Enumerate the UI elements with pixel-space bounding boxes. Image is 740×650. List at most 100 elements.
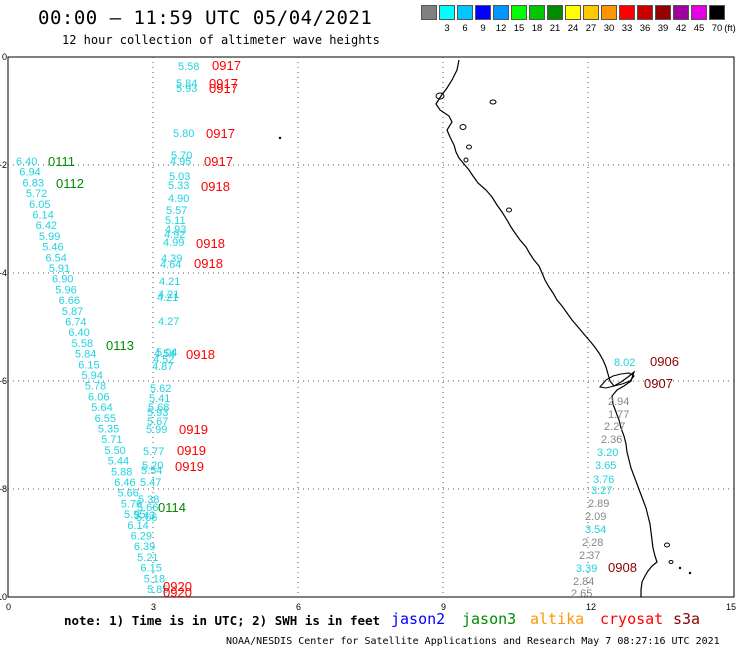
time-label: 0919 <box>179 422 208 437</box>
wave-value: 4.99 <box>163 237 184 249</box>
legend-swatch <box>565 5 581 20</box>
legend-label: 9 <box>480 23 486 34</box>
wave-value: 5.88 <box>111 466 132 478</box>
legend-label: 18 <box>531 23 543 34</box>
wave-value: 6.06 <box>88 391 109 403</box>
wave-value: 5.72 <box>26 188 47 200</box>
wave-value: 6.15 <box>140 563 161 575</box>
y-tick-label: -10 <box>0 592 7 602</box>
time-label: 0112 <box>56 176 84 191</box>
time-label: 0113 <box>106 338 134 353</box>
wave-value: 8.02 <box>614 357 635 369</box>
wave-value: 6.66 <box>59 295 80 307</box>
legend-label: 24 <box>567 23 579 34</box>
time-label: 0114 <box>158 500 186 515</box>
wave-value: 5.94 <box>81 370 102 382</box>
legend-swatch <box>655 5 671 20</box>
wave-value: 6.90 <box>52 274 73 286</box>
wave-value: 3.54 <box>585 524 606 536</box>
wave-value: 5.33 <box>168 180 189 192</box>
wave-value: 6.14 <box>32 210 53 222</box>
wave-value: 5.21 <box>137 552 158 564</box>
legend-swatch <box>475 5 491 20</box>
wave-value: 4.54 <box>154 348 175 360</box>
wave-value: 2.84 <box>573 576 594 588</box>
legend-swatch <box>511 5 527 20</box>
wave-value: 1.77 <box>608 409 629 421</box>
wave-value: 6.42 <box>36 220 57 232</box>
wave-value: 6.46 <box>114 477 135 489</box>
wave-value: 4.87 <box>152 361 173 373</box>
legend-label: 33 <box>621 23 633 34</box>
legend-label: 27 <box>585 23 597 34</box>
credit-line: NOAA/NESDIS Center for Satellite Applica… <box>226 636 720 647</box>
wave-value: 4.93 <box>165 224 186 236</box>
y-tick-label: -4 <box>0 268 7 278</box>
wave-value: 5.93 <box>176 83 197 95</box>
legend-swatch <box>709 5 725 20</box>
wave-value: 5.80 <box>173 128 194 140</box>
wave-value: 5.11 <box>165 215 186 227</box>
time-label: 0918 <box>196 236 225 251</box>
wave-value: 5.91 <box>49 263 70 275</box>
x-tick-label: 12 <box>586 602 596 612</box>
legend-swatch <box>691 5 707 20</box>
wave-value: 5.58 <box>178 61 199 73</box>
wave-value: 6.83 <box>23 177 44 189</box>
wave-value: 5.76 <box>121 498 142 510</box>
wave-value: 4.90 <box>168 193 189 205</box>
time-label: 0111 <box>48 154 75 169</box>
wave-value: 5.85 <box>147 584 168 596</box>
wave-value: 3.27 <box>591 485 612 497</box>
wave-value: 6.15 <box>78 359 99 371</box>
wave-value: 6.40 <box>16 156 37 168</box>
tick-labels: 0 3 6 9 12 15 0 -2 -4 -6 -8 -10 <box>0 52 736 612</box>
x-tick-label: 0 <box>6 602 11 612</box>
time-label: 0917 <box>209 81 238 96</box>
legend-swatch <box>439 5 455 20</box>
legend-label: 15 <box>513 23 525 34</box>
wave-value: 5.71 <box>101 434 122 446</box>
wave-value: 2.27 <box>604 421 625 433</box>
wave-value: 5.46 <box>42 242 63 254</box>
legend-label: 70 <box>711 23 723 34</box>
wave-value: 5.03 <box>169 171 190 183</box>
wave-value: 6.14 <box>127 520 148 532</box>
wave-value: 5.64 <box>91 402 112 414</box>
wave-value: 5.06 <box>136 512 157 524</box>
wave-value: 2.09 <box>585 511 606 523</box>
legend-label: 42 <box>675 23 687 34</box>
legend-swatch <box>421 5 437 20</box>
time-label: 0918 <box>194 256 223 271</box>
wave-value: 5.58 <box>72 338 93 350</box>
wave-value: 6.54 <box>45 252 66 264</box>
legend-jason3: jason3 <box>462 610 517 628</box>
legend-label: 21 <box>549 23 561 34</box>
wave-value: 5.87 <box>62 306 83 318</box>
wave-value: 2.28 <box>582 537 603 549</box>
time-label: 0918 <box>201 179 230 194</box>
wave-value: 5.57 <box>166 205 187 217</box>
map-frame <box>7 56 735 598</box>
wave-value: 4.52 <box>153 354 174 366</box>
wave-value: 5.66 <box>137 502 158 514</box>
wave-value: 2.89 <box>588 498 609 510</box>
wave-value: 3.65 <box>595 460 616 472</box>
wave-value: 4.21 <box>159 276 180 288</box>
wave-value: 5.50 <box>104 445 125 457</box>
y-tick-label: -6 <box>0 376 7 386</box>
legend-label: 39 <box>657 23 669 34</box>
wave-value: 6.94 <box>19 167 40 179</box>
wave-value: 4.21 <box>158 289 179 301</box>
wave-value: 2.37 <box>579 550 600 562</box>
legend-jason2: jason2 <box>391 610 446 628</box>
legend-altika: altika <box>530 610 585 628</box>
wave-value: 5.43 <box>134 510 155 522</box>
legend-label: 36 <box>639 23 651 34</box>
wave-value: 4.64 <box>160 259 181 271</box>
wave-value: 5.54 <box>141 465 162 477</box>
time-label: 0906 <box>650 354 679 369</box>
wave-value: 5.18 <box>144 573 165 585</box>
wave-value: 5.99 <box>39 231 60 243</box>
wave-value: 5.77 <box>143 446 164 458</box>
